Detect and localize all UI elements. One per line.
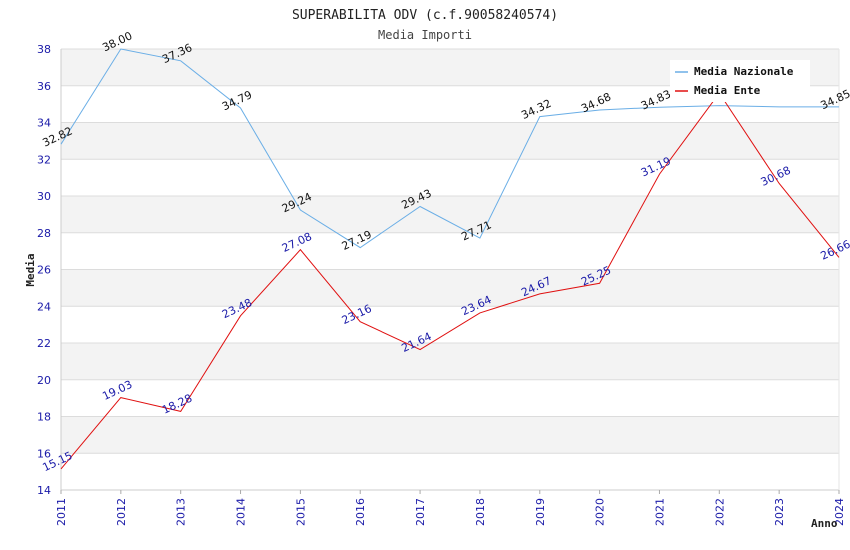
y-tick-label: 36	[37, 80, 51, 93]
legend-label-media-nazionale: Media Nazionale	[694, 65, 794, 78]
x-tick-label: 2019	[534, 498, 547, 526]
x-tick-label: 2018	[474, 498, 487, 526]
plot-band	[61, 379, 839, 417]
plot-band	[61, 159, 839, 196]
x-tick-label: 2024	[833, 498, 846, 526]
axes	[60, 49, 840, 491]
x-tick-label: 2021	[653, 498, 666, 526]
series-lines	[60, 48, 840, 470]
chart-title: SUPERABILITA ODV (c.f.90058240574)	[292, 8, 558, 23]
x-tick-label: 2017	[414, 498, 427, 526]
x-tick-label: 2016	[354, 498, 367, 526]
plot-band	[61, 343, 839, 380]
legend: Media Nazionale Media Ente	[670, 60, 810, 102]
plot-band	[61, 416, 839, 454]
y-tick-label: 20	[37, 374, 51, 387]
y-tick-label: 24	[37, 300, 51, 313]
x-tick-label: 2020	[594, 498, 607, 526]
x-axis-label: Anno	[811, 517, 838, 530]
y-tick-label: 16	[37, 447, 51, 460]
y-tick-label: 28	[37, 227, 51, 240]
chart-subtitle: Media Importi	[378, 28, 472, 42]
series-line-media-ente	[60, 92, 840, 470]
x-axis-ticks: 2011 2012 2013 2014 2015 2016 2017 2018 2019 2020…	[55, 490, 846, 526]
y-tick-label: 26	[37, 264, 51, 277]
y-tick-label: 22	[37, 337, 51, 350]
plot-band	[61, 453, 839, 490]
x-tick-label: 2012	[115, 498, 128, 526]
y-tick-label: 38	[37, 43, 51, 56]
x-tick-label: 2011	[55, 498, 68, 526]
x-tick-label: 2023	[773, 498, 786, 526]
legend-box	[670, 60, 810, 102]
y-tick-label: 34	[37, 117, 51, 130]
plot-band	[61, 122, 839, 160]
y-tick-label: 18	[37, 411, 51, 424]
plot-band	[61, 306, 839, 343]
x-tick-label: 2013	[175, 498, 188, 526]
y-axis-ticks: 14 16 18 20 22 24 26 28 30 32 34 36 38	[37, 43, 51, 497]
plot-band	[61, 196, 839, 233]
plot-band	[61, 232, 839, 270]
x-tick-label: 2014	[235, 498, 248, 526]
y-tick-label: 30	[37, 190, 51, 203]
y-tick-label: 14	[37, 484, 51, 497]
y-tick-label: 32	[37, 153, 51, 166]
x-tick-label: 2022	[713, 498, 726, 526]
legend-label-media-ente: Media Ente	[694, 84, 761, 97]
x-tick-label: 2015	[294, 498, 307, 526]
y-axis-label: Media	[24, 253, 37, 286]
plot-bands	[61, 49, 839, 490]
plot-band	[61, 269, 839, 307]
